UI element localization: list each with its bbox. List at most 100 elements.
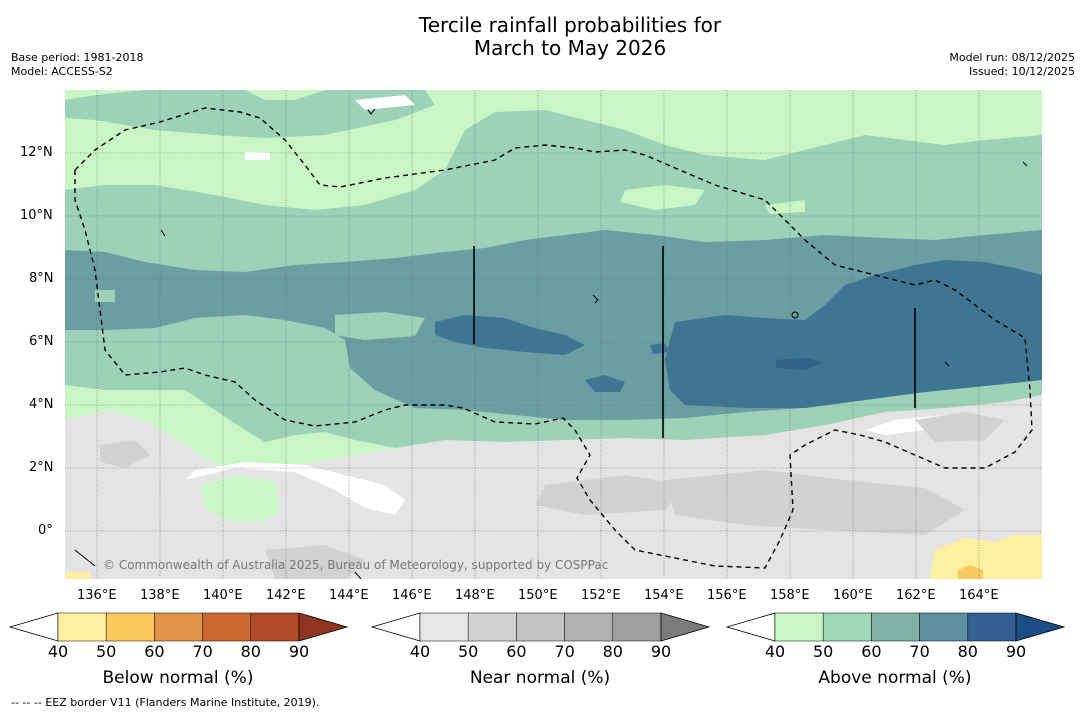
colorbar-extend-high	[298, 612, 349, 642]
colorbar-tick-label: 80	[602, 642, 623, 661]
eez-legend-symbol: -- -- --	[11, 696, 42, 709]
colorbar-segment	[564, 612, 614, 642]
colorbar-tick-label: 80	[957, 642, 978, 661]
colorbar-segment	[774, 612, 824, 642]
title-line-2: March to May 2026	[473, 36, 667, 60]
colorbar-below-normal	[8, 612, 349, 642]
region-green-pocket	[200, 475, 280, 522]
colorbar-tick-label: 50	[458, 642, 479, 661]
eez-legend-text: EEZ border V11 (Flanders Marine Institut…	[45, 696, 320, 709]
lon-label-154e: 154°E	[644, 588, 684, 603]
region-near-50e	[265, 545, 365, 579]
region-near-50c	[665, 470, 965, 535]
colorbar-extend-low	[725, 612, 776, 642]
colorbar-segment	[612, 612, 662, 642]
lat-label-6n: 6°N	[29, 334, 54, 349]
below-normal-label: Below normal (%)	[102, 668, 254, 688]
colorbar-segment	[467, 612, 517, 642]
title-line-1: Tercile rainfall probabilities for	[418, 13, 722, 37]
colorbar-segment	[822, 612, 872, 642]
region-above-50-inc3	[95, 290, 115, 302]
vertical-boundaries	[473, 246, 916, 438]
lon-label-138e: 138°E	[140, 588, 180, 603]
model-run: Model run: 08/12/2025	[949, 51, 1075, 64]
colorbar-near-normal	[370, 612, 711, 642]
colorbar-segment	[919, 612, 969, 642]
map-attribution: © Commonwealth of Australia 2025, Bureau…	[103, 558, 608, 572]
lon-grid-lines	[96, 90, 980, 579]
lon-label-142e: 142°E	[266, 588, 306, 603]
colorbar-above-normal	[725, 612, 1066, 642]
lat-label-0: 0°	[38, 523, 53, 538]
colorbar-tick-label: 90	[288, 642, 310, 661]
lon-label-150e: 150°E	[518, 588, 558, 603]
colorbar-tick-label: 60	[861, 642, 882, 661]
lon-label-164e: 164°E	[959, 588, 999, 603]
region-below-50	[958, 565, 983, 579]
colorbar-tick-label: 90	[650, 642, 672, 661]
lon-label-152e: 152°E	[581, 588, 621, 603]
meta-right: Model run: 08/12/2025 Issued: 10/12/2025	[949, 51, 1075, 79]
model-name: Model: ACCESS-S2	[11, 65, 113, 78]
region-below-40	[930, 535, 1042, 579]
colorbar-segment	[250, 612, 300, 642]
colorbar-tick-label: 70	[554, 642, 575, 661]
lon-label-158e: 158°E	[770, 588, 810, 603]
lon-label-156e: 156°E	[707, 588, 747, 603]
region-above-40-inc1	[620, 185, 705, 210]
issued-date: Issued: 10/12/2025	[968, 65, 1075, 78]
eez-border	[74, 107, 1033, 569]
tercile-map: © Commonwealth of Australia 2025, Bureau…	[65, 90, 1042, 579]
colorbar-segment	[202, 612, 252, 642]
lon-label-146e: 146°E	[392, 588, 432, 603]
colorbar-tick-label: 60	[144, 642, 165, 661]
region-near-50d	[915, 412, 1005, 442]
near-normal-label: Near normal (%)	[469, 668, 611, 688]
colorbar-tick-label: 90	[1005, 642, 1027, 661]
eez-legend: -- -- -- EEZ border V11 (Flanders Marine…	[11, 696, 319, 709]
region-above-80	[775, 358, 825, 370]
colorbar-segment	[57, 612, 107, 642]
colorbar-extend-low	[370, 612, 421, 642]
colorbar-tick-label: 50	[96, 642, 117, 661]
lon-label-140e: 140°E	[203, 588, 243, 603]
base-period: Base period: 1981-2018	[11, 51, 144, 64]
colorbar-segment	[967, 612, 1017, 642]
lat-label-10n: 10°N	[20, 208, 53, 223]
colorbar-tick-label: 80	[240, 642, 261, 661]
colorbar-segment	[871, 612, 920, 642]
colorbar-tick-label: 70	[909, 642, 930, 661]
region-near-50b	[535, 475, 685, 515]
colorbar-extend-high	[660, 612, 711, 642]
colorbar-extend-low	[8, 612, 59, 642]
lon-label-162e: 162°E	[896, 588, 936, 603]
region-white-gap	[185, 462, 405, 515]
region-above-70-d	[650, 343, 670, 354]
colorbar-tick-label: 50	[813, 642, 834, 661]
region-near-50a	[100, 440, 150, 468]
lat-label-8n: 8°N	[29, 271, 54, 286]
lon-label-148e: 148°E	[455, 588, 495, 603]
colorbar-segment	[154, 612, 203, 642]
colorbar-tick-label: 40	[47, 642, 69, 661]
region-above-70	[435, 315, 585, 355]
colorbar-tick-label: 70	[192, 642, 213, 661]
map-title: Tercile rainfall probabilities for March…	[0, 14, 1085, 60]
above-normal-label: Above normal (%)	[818, 668, 972, 688]
region-below-40-sw	[65, 572, 90, 579]
lat-label-4n: 4°N	[29, 397, 54, 412]
colorbar-segment	[516, 612, 565, 642]
meta-left: Base period: 1981-2018 Model: ACCESS-S2	[11, 51, 143, 79]
lat-label-2n: 2°N	[29, 460, 54, 475]
lon-label-160e: 160°E	[833, 588, 873, 603]
lon-label-136e: 136°E	[77, 588, 117, 603]
white-islands-top	[355, 95, 415, 110]
region-above-70-b	[665, 260, 1042, 408]
colorbar-tick-label: 60	[506, 642, 527, 661]
region-above-50-top	[65, 90, 435, 138]
colorbar-tick-label: 40	[764, 642, 786, 661]
lat-grid-lines	[65, 152, 1042, 532]
colorbar-segment	[419, 612, 469, 642]
colorbars	[8, 612, 1066, 642]
region-above-70-c	[585, 375, 625, 392]
